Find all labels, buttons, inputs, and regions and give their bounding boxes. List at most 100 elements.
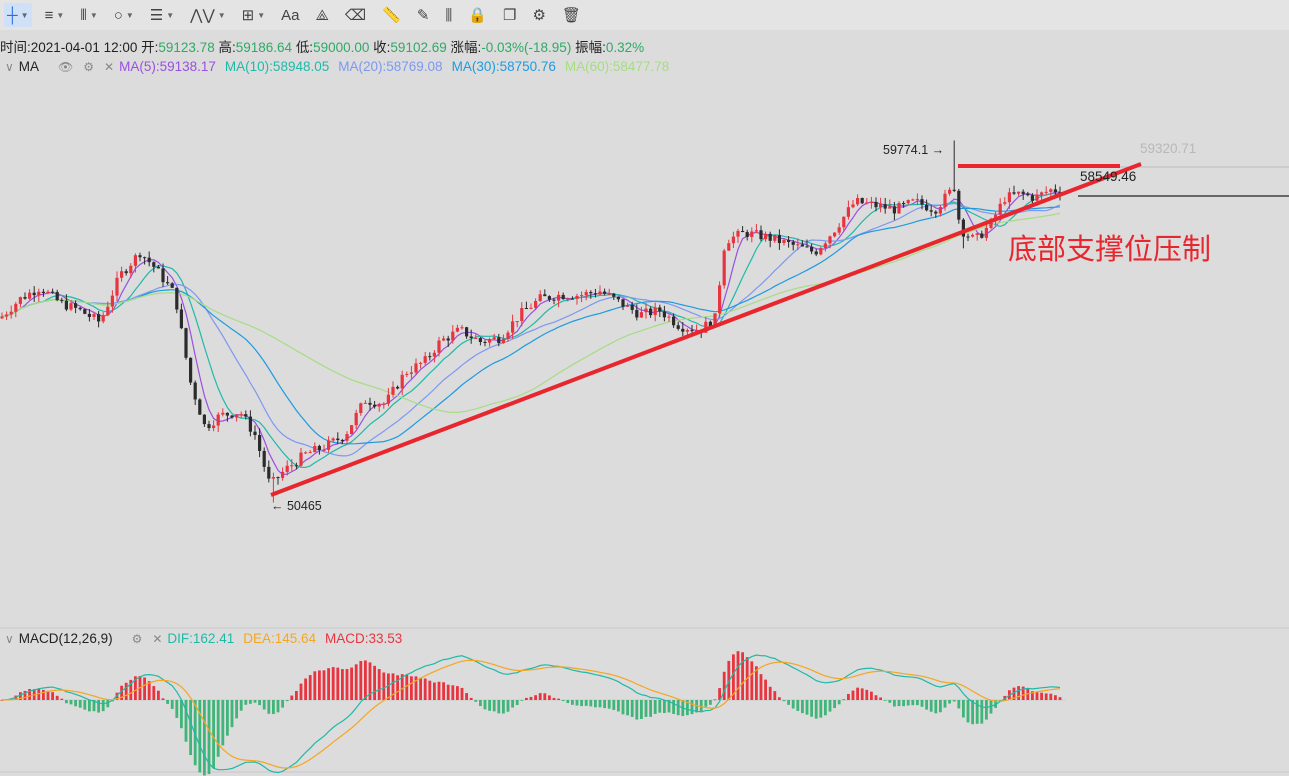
measure-icon: ⊞ — [241, 7, 255, 24]
candle-body — [791, 241, 795, 245]
macd-hist-bar — [870, 691, 873, 700]
macd-hist-bar — [575, 700, 579, 706]
macd-hist-bar — [718, 688, 721, 700]
text-tool[interactable]: Aa — [278, 3, 302, 27]
candle-body — [892, 206, 896, 214]
copy-tool[interactable]: ❐ — [500, 3, 519, 27]
candle-body — [9, 311, 13, 315]
pen-tool[interactable]: ✎ — [414, 3, 433, 27]
annotation-text: 底部支撑位压制 — [1008, 234, 1212, 266]
macd-hist-bar — [19, 692, 22, 700]
macd-hist-bar — [814, 700, 818, 719]
settings-tool[interactable]: ⚙ — [529, 3, 548, 27]
trash-icon: 🗑 — [561, 7, 581, 24]
dropdown-caret-icon[interactable]: ▼ — [257, 10, 266, 20]
macd-hist-bar — [672, 700, 675, 714]
macd-hist-bar — [778, 697, 781, 700]
macd-hist-bar — [60, 698, 64, 700]
dropdown-caret-icon[interactable]: ▼ — [56, 10, 65, 20]
candle-body — [828, 236, 832, 244]
macd-hist-bar — [511, 700, 514, 708]
candle-body — [837, 227, 841, 233]
candle-body — [60, 300, 64, 302]
horizontal-lines-tool[interactable]: ≡ ▼ — [42, 3, 68, 27]
candle-body — [584, 292, 588, 296]
ruler-tool[interactable]: 📏 — [379, 3, 404, 27]
candle-body — [1012, 192, 1016, 194]
eye-icon[interactable]: 👁 — [58, 59, 74, 74]
open-value: 59123.78 — [158, 40, 215, 55]
candle-body — [285, 465, 289, 472]
crosshair-tool[interactable]: ┼ ▼ — [4, 3, 32, 27]
candle-body — [400, 374, 404, 389]
macd-hist-bar — [658, 700, 662, 713]
ref-price-label: 59320.71 — [1140, 141, 1197, 156]
ma20-line — [1, 202, 1061, 457]
candle-body — [492, 337, 496, 340]
dropdown-caret-icon[interactable]: ▼ — [20, 10, 29, 20]
candle-body — [120, 271, 124, 278]
candle-body — [74, 303, 78, 308]
eraser-tool[interactable]: ⌫ — [342, 3, 369, 27]
candles-tool[interactable]: ⫼ — [442, 3, 455, 27]
ma-value-4: MA(60):58477.78 — [564, 59, 670, 74]
candle-body — [377, 404, 381, 407]
candle-body — [961, 219, 965, 237]
dropdown-caret-icon[interactable]: ▼ — [217, 10, 226, 20]
macd-hist-bar — [690, 700, 694, 715]
candle-body — [276, 477, 280, 479]
macd-hist-bar — [589, 700, 593, 707]
pattern-tool[interactable]: ⟁ — [313, 3, 332, 27]
change-label: 涨幅: — [450, 40, 482, 55]
candle-body — [69, 303, 73, 310]
settings-icon[interactable]: ⚙ — [131, 631, 143, 646]
measure-tool[interactable]: ⊞ ▼ — [239, 3, 269, 27]
candle-body — [428, 356, 432, 358]
macd-hist-bar — [626, 700, 629, 716]
macd-hist-bar — [134, 676, 137, 700]
macd-hist-bar — [235, 700, 238, 719]
macd-hist-bar — [594, 700, 597, 708]
macd-indicator-bar: ∨ MACD(12,26,9) ⚙ ✕ DIF:162.41 DEA:145.6… — [0, 631, 411, 646]
candle-body — [290, 465, 294, 467]
candle-body — [207, 424, 211, 429]
macd-hist-bar — [42, 689, 45, 700]
macd-hist-bar — [446, 684, 450, 700]
macd-hist-bar — [860, 688, 864, 700]
settings-icon[interactable]: ⚙ — [83, 59, 95, 74]
candle-body — [474, 338, 478, 340]
collapse-chevron-icon[interactable]: ∨ — [5, 631, 14, 646]
macd-hist-bar — [842, 699, 846, 701]
macd-hist-bar — [74, 700, 77, 707]
candle-body — [46, 291, 50, 294]
macd-hist-bar — [322, 670, 326, 700]
wave-tool[interactable]: ⋀⋁ ▼ — [187, 3, 229, 27]
lock-tool[interactable]: 🔒 — [465, 3, 490, 27]
macd-hist-bar — [368, 662, 372, 700]
macd-hist-bar — [396, 675, 399, 700]
close-icon[interactable]: ✕ — [152, 631, 163, 646]
candle-body — [511, 321, 515, 333]
candle-body — [865, 202, 869, 204]
fib-lines-tool[interactable]: ☰ ▼ — [147, 3, 177, 27]
candlesticks — [0, 140, 1062, 503]
circle-tool[interactable]: ○ ▼ — [111, 3, 137, 27]
close-icon[interactable]: ✕ — [104, 59, 115, 74]
vertical-lines-tool[interactable]: ⦀ ▼ — [77, 3, 101, 27]
candle-body — [143, 257, 147, 259]
collapse-chevron-icon[interactable]: ∨ — [5, 59, 14, 74]
macd-hist-bar — [88, 700, 91, 712]
candle-body — [612, 293, 616, 297]
candle-body — [538, 294, 542, 301]
candle-body — [152, 262, 156, 267]
candle-body — [350, 425, 354, 435]
dropdown-caret-icon[interactable]: ▼ — [89, 10, 98, 20]
dropdown-caret-icon[interactable]: ▼ — [125, 10, 134, 20]
dropdown-caret-icon[interactable]: ▼ — [166, 10, 175, 20]
macd-hist-bar — [621, 700, 625, 715]
ma-indicator-bar: ∨ MA 👁 ⚙ ✕ MA(5):59138.17 MA(10):58948.05… — [0, 59, 678, 74]
candle-body — [262, 450, 266, 467]
trash-tool[interactable]: 🗑 — [559, 3, 584, 27]
candle-body — [189, 357, 193, 383]
